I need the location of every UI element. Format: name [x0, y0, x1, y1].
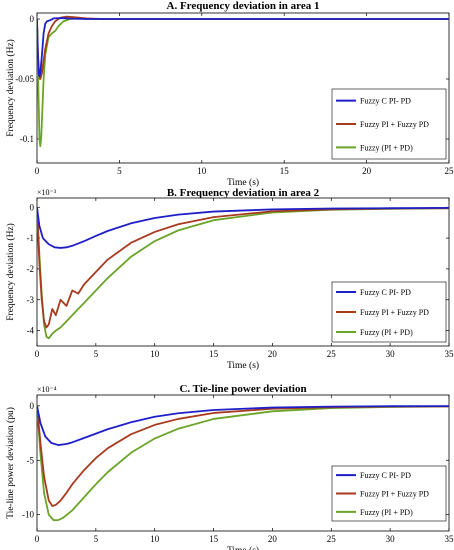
legend-label: Fuzzy PI + Fuzzy PD	[360, 308, 429, 317]
x-tick-label: 5	[94, 349, 99, 359]
x-tick-label: 35	[445, 534, 454, 544]
x-tick-label: 5	[117, 166, 122, 176]
x-tick-label: 10	[150, 534, 160, 544]
x-tick-label: 0	[35, 534, 40, 544]
x-tick-label: 15	[280, 166, 290, 176]
chart-panel-0: A. Frequency deviation in area 1 0 5 10 15 20…	[5, 0, 454, 188]
y-tick-label: -3	[27, 295, 35, 305]
series-line	[37, 405, 449, 522]
legend-label: Fuzzy C PI- PD	[360, 97, 411, 106]
series-line	[37, 206, 449, 249]
x-axis-label: Time (s)	[227, 545, 259, 550]
y-axis-multiplier: ×10⁻³	[37, 188, 57, 197]
x-tick-label: 20	[268, 349, 278, 359]
x-tick-label: 25	[445, 166, 454, 176]
x-tick-label: 10	[150, 349, 160, 359]
y-tick-label: 0	[30, 14, 35, 24]
y-tick-label: -5	[27, 455, 35, 465]
legend-label: Fuzzy C PI- PD	[360, 288, 411, 297]
x-tick-label: 30	[386, 534, 396, 544]
y-axis-label: Tie-line power deviation (pu)	[5, 407, 16, 519]
series-line	[37, 17, 449, 78]
x-tick-label: 15	[209, 534, 219, 544]
x-tick-label: 0	[35, 349, 40, 359]
y-tick-label: -10	[22, 510, 34, 520]
y-tick-label: 0	[30, 401, 35, 411]
x-tick-label: 20	[268, 534, 278, 544]
y-tick-label: 0	[30, 202, 35, 212]
y-tick-label: -0.1	[20, 134, 34, 144]
chart-title: A. Frequency deviation in area 1	[167, 0, 320, 12]
y-axis-multiplier: ×10⁻⁴	[37, 385, 57, 394]
y-tick-label: -4	[27, 326, 35, 336]
x-tick-label: 20	[362, 166, 372, 176]
chart-title: C. Tie-line power deviation	[179, 383, 306, 395]
x-tick-label: 35	[445, 349, 454, 359]
x-axis-label: Time (s)	[227, 177, 259, 188]
y-tick-label: -2	[27, 264, 35, 274]
y-axis-label: Frequency deviation (Hz)	[5, 39, 16, 137]
legend-label: Fuzzy (PI + PD)	[360, 143, 413, 152]
x-tick-label: 30	[386, 349, 396, 359]
y-tick-label: -0.05	[15, 74, 34, 84]
x-tick-label: 0	[35, 166, 40, 176]
x-tick-label: 5	[94, 534, 99, 544]
series-group	[37, 405, 449, 522]
series-line	[37, 405, 449, 507]
chart-title: B. Frequency deviation in area 2	[167, 187, 320, 199]
x-axis-label: Time (s)	[227, 360, 259, 371]
x-tick-label: 10	[197, 166, 207, 176]
y-axis-label: Frequency deviation (Hz)	[5, 223, 16, 321]
x-tick-label: 25	[327, 534, 337, 544]
chart-panel-2: C. Tie-line power deviation×10⁻⁴0 5 10 15 20…	[5, 383, 454, 550]
x-tick-label: 25	[327, 349, 337, 359]
legend-label: Fuzzy (PI + PD)	[360, 508, 413, 517]
series-line	[37, 405, 449, 446]
y-tick-label: -1	[27, 233, 35, 243]
series-group	[37, 15, 449, 148]
legend-label: Fuzzy PI + Fuzzy PD	[360, 120, 429, 129]
legend-label: Fuzzy (PI + PD)	[360, 328, 413, 337]
legend-label: Fuzzy PI + Fuzzy PD	[360, 490, 429, 499]
chart-panel-1: B. Frequency deviation in area 2×10⁻³0 5 1…	[5, 187, 454, 371]
legend-label: Fuzzy C PI- PD	[360, 471, 411, 480]
series-group	[37, 206, 449, 340]
series-line	[37, 207, 449, 340]
x-tick-label: 15	[209, 349, 219, 359]
series-line	[37, 207, 449, 329]
